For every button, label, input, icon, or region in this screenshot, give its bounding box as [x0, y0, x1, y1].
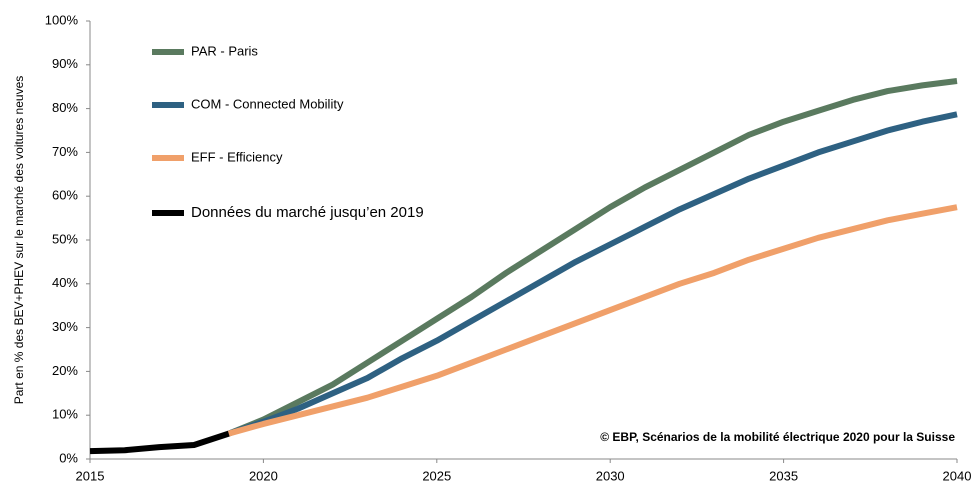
series-line	[227, 111, 958, 437]
legend-label: PAR - Paris	[191, 43, 258, 58]
y-axis-label: Part en % des BEV+PHEV sur le marché des…	[12, 76, 26, 405]
series-line	[227, 204, 958, 437]
y-tick-label: 60%	[52, 188, 78, 203]
x-tick-label: 2020	[249, 468, 278, 483]
y-tick-label: 30%	[52, 319, 78, 334]
x-tick-label: 2035	[769, 468, 798, 483]
y-tick-label: 50%	[52, 231, 78, 246]
legend-label: EFF - Efficiency	[191, 149, 283, 164]
y-tick-label: 100%	[45, 12, 79, 27]
y-tick-label: 80%	[52, 100, 78, 115]
y-tick-label: 70%	[52, 144, 78, 159]
y-tick-label: 90%	[52, 56, 78, 71]
legend-label: Données du marché jusqu’en 2019	[191, 204, 424, 221]
series-line	[89, 430, 230, 455]
x-tick-label: 2015	[76, 468, 105, 483]
annotation: © EBP, Scénarios de la mobilité électriq…	[600, 430, 955, 444]
series-line	[227, 78, 958, 437]
y-tick-label: 0%	[59, 450, 78, 465]
x-tick-label: 2025	[422, 468, 451, 483]
y-tick-label: 20%	[52, 363, 78, 378]
legend-label: COM - Connected Mobility	[191, 96, 344, 111]
y-tick-label: 10%	[52, 407, 78, 422]
x-tick-label: 2030	[596, 468, 625, 483]
x-tick-label: 2040	[943, 468, 972, 483]
y-tick-label: 40%	[52, 275, 78, 290]
